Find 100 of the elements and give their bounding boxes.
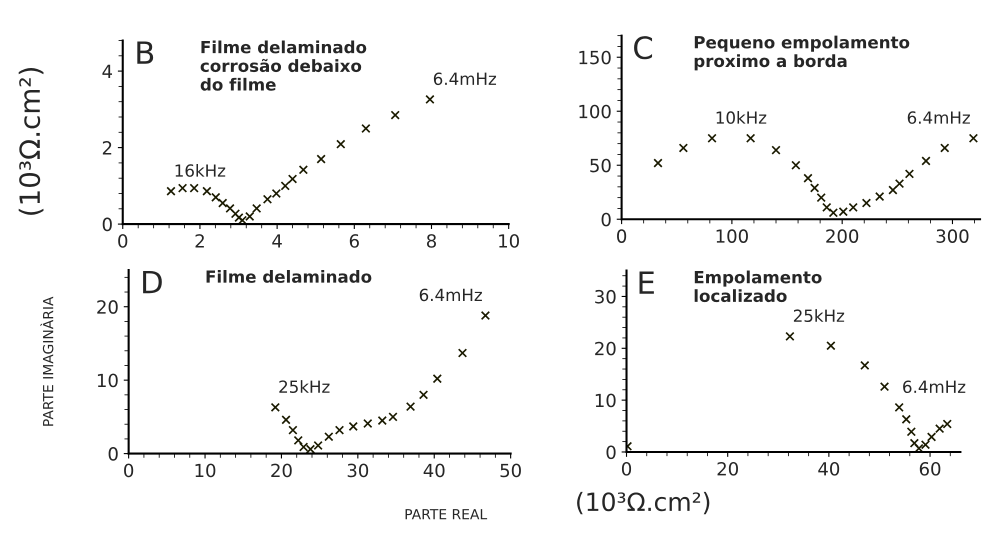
y-axis-title: PARTE IMAGINÀRIA [40, 296, 54, 426]
x-tick-label: 0 [118, 234, 128, 248]
point [316, 154, 326, 164]
point [218, 198, 228, 208]
x-tick-label: 8 [426, 234, 436, 248]
annotation: 25kHz [279, 380, 330, 393]
point [785, 332, 795, 342]
y-axis-title: (10³Ω.cm²) [18, 68, 44, 215]
point [910, 438, 919, 448]
x-tick-label: 0 [617, 229, 626, 243]
point [288, 174, 298, 184]
y-tick-label: 0 [102, 218, 112, 232]
point [480, 310, 490, 320]
point [211, 192, 220, 202]
x-tick-label: 200 [826, 229, 858, 243]
annotation: 10kHz [716, 111, 766, 124]
annotation: 6.4mHz [903, 380, 966, 394]
point [888, 185, 898, 195]
x-tick-label: 60 [920, 462, 940, 476]
point [746, 134, 756, 143]
text: Pequeno empolamento proximo a borda [694, 36, 910, 70]
point [406, 402, 416, 412]
y-tick-label: 10 [596, 394, 616, 408]
point [252, 204, 262, 214]
point [270, 402, 280, 412]
point [230, 209, 240, 218]
x-tick-label: 50 [500, 464, 521, 478]
y-tick-label: 4 [102, 64, 112, 78]
point [313, 440, 323, 450]
point [425, 94, 435, 104]
x-tick-label: 100 [716, 229, 748, 243]
point [348, 422, 358, 432]
point [940, 143, 950, 153]
chart-title: D [143, 270, 162, 294]
point [875, 192, 884, 202]
point [190, 184, 199, 193]
chart-subtitle: Empolamento localizado [694, 270, 822, 302]
point [771, 145, 781, 155]
point [968, 134, 978, 143]
chart-title: C [634, 36, 652, 60]
point [262, 194, 272, 204]
point [942, 419, 952, 429]
point [363, 418, 372, 428]
point [914, 444, 924, 452]
point [902, 414, 911, 424]
x-tick-label: 2 [196, 234, 204, 248]
point [378, 416, 387, 426]
point [860, 360, 870, 370]
point [298, 165, 308, 174]
point [280, 181, 290, 190]
chart-title: B [137, 41, 154, 64]
point [432, 374, 442, 384]
y-tick-label: 0 [606, 445, 616, 460]
annotation: 25kHz [794, 309, 844, 322]
y-tick-label: 50 [590, 158, 611, 172]
chart-subtitle: Filme delaminado [206, 270, 372, 283]
point [810, 183, 820, 193]
x-tick-label: 6 [350, 234, 359, 248]
point [225, 204, 235, 214]
y-tick-label: 20 [97, 300, 118, 314]
y-tick-label: 20 [595, 342, 616, 356]
x-tick-label: 300 [936, 229, 968, 243]
point [418, 390, 428, 400]
point [388, 412, 398, 422]
point [336, 140, 346, 149]
point [826, 341, 836, 350]
point [334, 425, 344, 435]
point [920, 440, 930, 450]
x-tick-label: 20 [718, 462, 738, 476]
x-tick-label: 10 [196, 464, 216, 478]
point [288, 425, 298, 435]
y-tick-label: 30 [595, 290, 616, 304]
x-tick-label: 30 [348, 464, 368, 478]
annotation: 6.4mHz [420, 288, 482, 302]
point [324, 432, 334, 442]
point [921, 156, 931, 166]
y-tick-label: 0 [602, 212, 611, 226]
point [272, 188, 281, 198]
point [935, 424, 944, 434]
point [803, 174, 813, 183]
annotation: 6.4mHz [908, 111, 970, 124]
point [862, 198, 872, 208]
point [361, 124, 371, 134]
point [166, 186, 176, 196]
point [178, 184, 188, 193]
point [791, 160, 800, 170]
point [904, 169, 914, 179]
point [707, 134, 717, 143]
x-tick-label: 40 [424, 464, 445, 478]
point [202, 186, 212, 196]
point [816, 193, 826, 202]
x-tick-label: 0 [622, 462, 632, 476]
point [822, 202, 832, 212]
y-tick-label: 2 [102, 141, 112, 154]
point [653, 158, 663, 168]
x-tick-label: 20 [271, 464, 292, 478]
y-tick-label: 0 [108, 447, 118, 461]
y-tick-label: 150 [579, 50, 611, 64]
x-axis-title: (10³Ω.cm²) [577, 492, 710, 514]
point [458, 348, 468, 358]
